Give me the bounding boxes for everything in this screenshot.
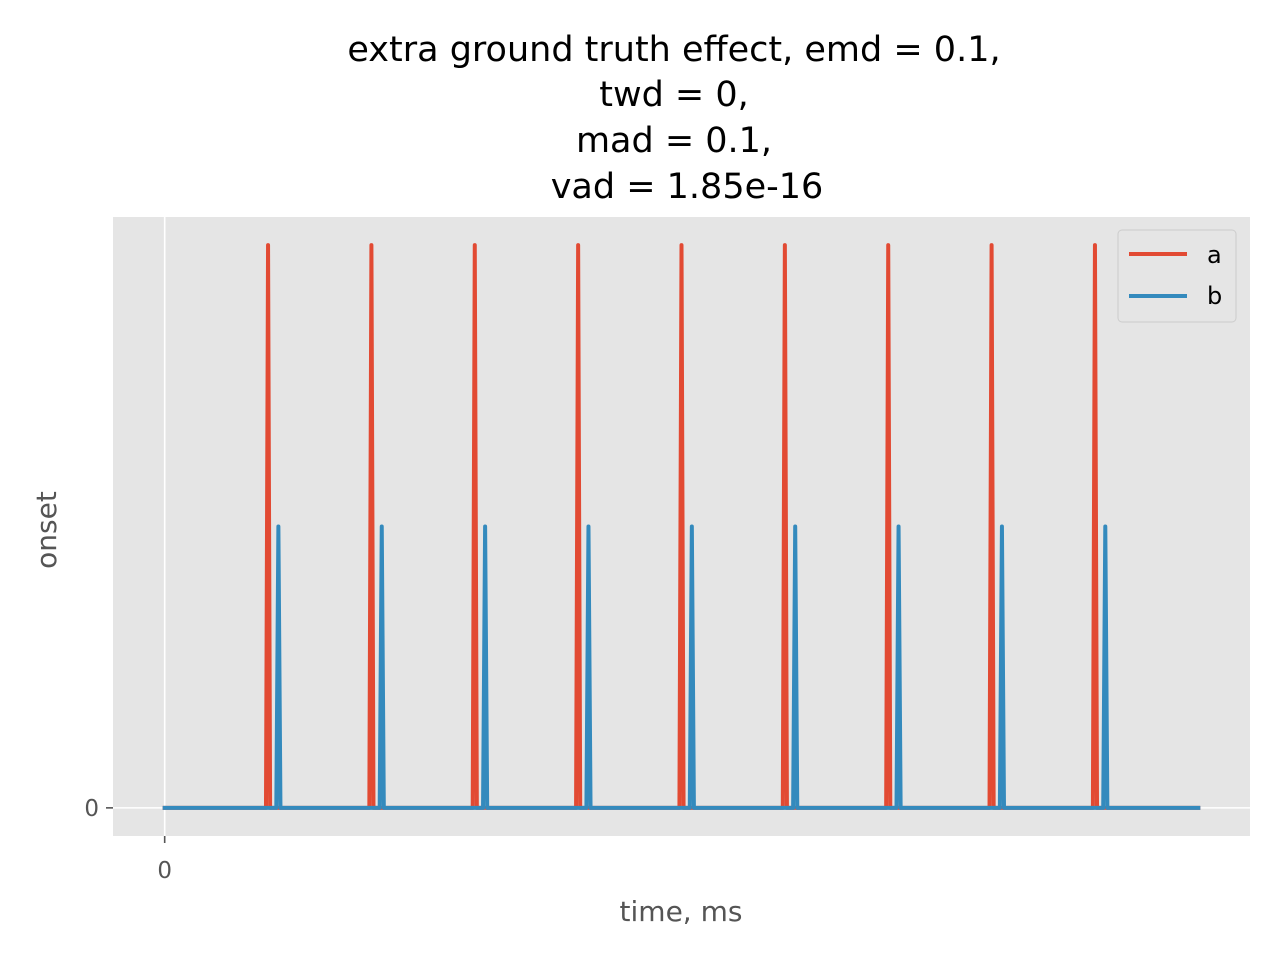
- legend-label-a: a: [1207, 241, 1222, 269]
- x-tick-label-0: 0: [157, 858, 172, 884]
- chart-title-line-4: vad = 1.85e-16: [551, 167, 824, 207]
- y-tick-label-0: 0: [84, 796, 99, 822]
- series-line-b: [162, 524, 1201, 810]
- axis-ticks: 00: [84, 796, 172, 884]
- chart-title-line-1: extra ground truth effect, emd = 0.1,: [347, 30, 1000, 70]
- y-axis-label: onset: [30, 491, 63, 569]
- legend: a b: [1117, 229, 1237, 323]
- series-lines: [162, 243, 1201, 810]
- x-axis-label: time, ms: [620, 895, 743, 928]
- legend-label-b: b: [1207, 282, 1222, 310]
- chart-title-line-2: twd = 0,: [599, 75, 749, 115]
- series-line-a: [162, 243, 1201, 810]
- chart-title-line-3: mad = 0.1,: [576, 121, 772, 161]
